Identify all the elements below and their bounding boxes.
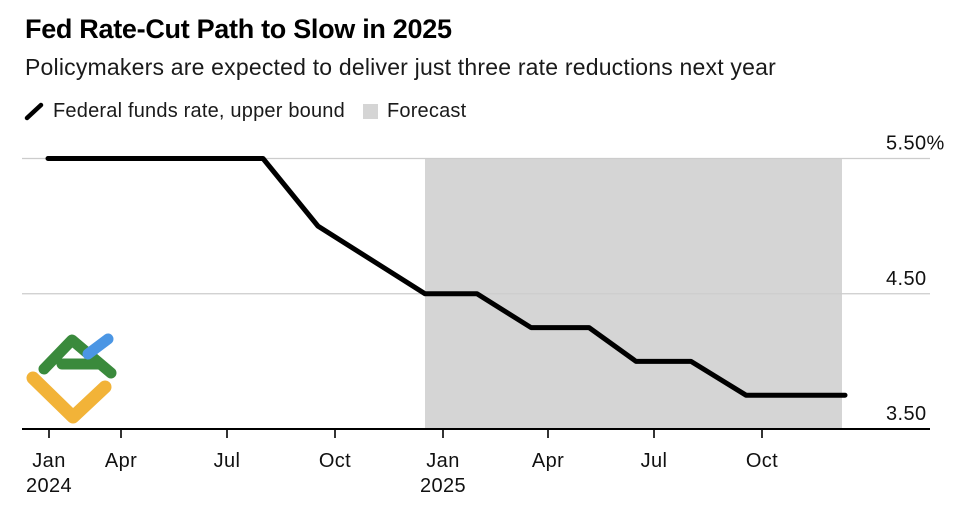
legend-forecast-label: Forecast bbox=[386, 100, 467, 122]
forecast-swatch-icon bbox=[362, 104, 378, 119]
y-axis-label: 4.50 bbox=[886, 268, 927, 290]
logo-yellow-check bbox=[26, 371, 112, 424]
y-axis-label: 5.50% bbox=[886, 133, 945, 155]
x-axis-label: Oct bbox=[746, 450, 778, 472]
logo-blue-tip bbox=[82, 333, 114, 360]
x-axis-label: Apr bbox=[532, 450, 564, 472]
litefinance-logo bbox=[26, 333, 117, 424]
x-axis-label: Jan bbox=[426, 450, 459, 472]
x-axis-label: Jul bbox=[641, 450, 668, 472]
line-layer bbox=[45, 156, 848, 398]
y-axis-label: 3.50 bbox=[886, 403, 927, 425]
plot-layer: 5.50% 4.50 3.50 Jan 2024 Apr Jul Oct Jan 2025 Apr J… bbox=[22, 133, 945, 497]
x-axis-label: Oct bbox=[319, 450, 351, 472]
line-series-icon bbox=[24, 102, 44, 121]
chart-title: Fed Rate-Cut Path to Slow in 2025 bbox=[25, 14, 452, 44]
chart-subtitle: Policymakers are expected to deliver jus… bbox=[25, 54, 776, 80]
fed-funds-rate-line bbox=[45, 156, 848, 398]
x-axis-label: Apr bbox=[105, 450, 137, 472]
x-axis-label: Jul bbox=[214, 450, 241, 472]
x-axis-year-label: 2025 bbox=[420, 475, 466, 497]
chart-legend: Federal funds rate, upper bound Forecast bbox=[24, 100, 466, 123]
x-axis-label: Jan bbox=[32, 450, 65, 472]
x-axis-year-label: 2024 bbox=[26, 475, 72, 497]
legend-series-label: Federal funds rate, upper bound bbox=[53, 100, 345, 122]
line-series-icon-stroke bbox=[24, 102, 44, 121]
